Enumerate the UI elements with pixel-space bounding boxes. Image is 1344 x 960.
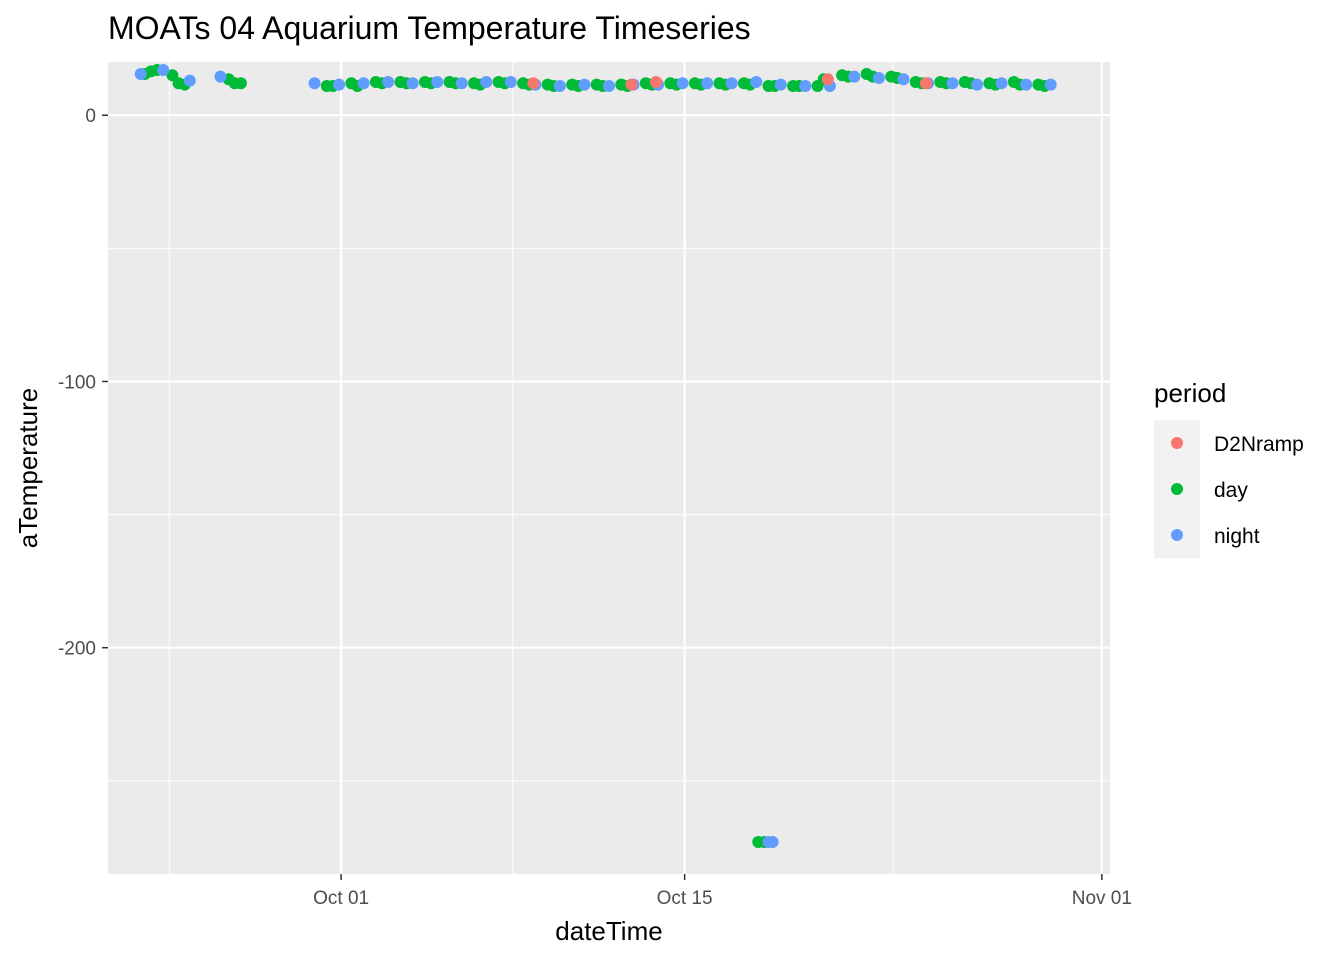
data-point-night [431, 75, 444, 88]
data-point-night [357, 77, 370, 90]
data-point-night [183, 74, 196, 87]
y-tick-label: -100 [58, 372, 96, 393]
y-axis-label: aTemperature [13, 388, 43, 548]
data-point-night [333, 78, 346, 91]
data-point-night [995, 77, 1008, 90]
data-point-night [553, 79, 566, 92]
x-tick-label: Oct 15 [657, 888, 713, 909]
data-point-night [725, 77, 738, 90]
data-point-night [504, 75, 517, 88]
data-point-D2Nramp [821, 73, 834, 86]
data-point-night [1044, 78, 1057, 91]
x-axis-label: dateTime [555, 916, 662, 946]
data-point-night [774, 78, 787, 91]
minor-gridlines [108, 62, 1110, 874]
y-tick-label: 0 [85, 106, 96, 127]
legend-label-day: day [1214, 479, 1248, 502]
x-tick-label: Oct 01 [313, 888, 369, 909]
legend-key-D2Nramp [1171, 437, 1183, 449]
data-point-night [308, 77, 321, 90]
y-axis-ticks: 0 -100 -200 [58, 106, 108, 660]
data-point-night [872, 71, 885, 84]
data-point-night [406, 77, 419, 90]
data-point-night [1020, 78, 1033, 91]
data-point-night [750, 75, 763, 88]
legend-label-night: night [1214, 525, 1260, 548]
chart-title: MOATs 04 Aquarium Temperature Timeseries [108, 10, 751, 46]
data-point-night [578, 78, 591, 91]
data-point-night [897, 73, 910, 86]
data-point-night [676, 77, 689, 90]
data-points [134, 63, 1057, 849]
data-point-D2Nramp [919, 77, 932, 90]
major-gridlines [108, 62, 1110, 874]
data-point-night [603, 79, 615, 92]
data-point-night [701, 77, 714, 90]
data-point-night [946, 77, 959, 90]
data-point-night [157, 63, 170, 76]
data-point-night [766, 836, 779, 849]
legend-title: period [1154, 378, 1226, 408]
data-point-night [971, 78, 984, 91]
data-point-day [234, 77, 247, 90]
data-point-night [214, 70, 227, 83]
y-tick-label: -200 [58, 639, 96, 660]
x-axis-ticks: Oct 01 Oct 15 Nov 01 [313, 874, 1132, 909]
data-point-night [848, 70, 861, 83]
data-point-night [455, 77, 468, 90]
data-point-night [799, 79, 812, 92]
legend-key-night [1171, 529, 1183, 541]
data-point-night [382, 75, 395, 88]
legend-key-day [1171, 483, 1183, 495]
legend: period D2Nramp day night [1154, 378, 1304, 558]
data-point-D2Nramp [625, 78, 638, 91]
data-point-D2Nramp [527, 77, 540, 90]
data-point-night [134, 67, 147, 80]
data-point-night [480, 75, 493, 88]
x-tick-label: Nov 01 [1072, 888, 1132, 909]
legend-label-D2Nramp: D2Nramp [1214, 433, 1304, 456]
plot-panel [108, 62, 1110, 874]
data-point-D2Nramp [650, 75, 663, 88]
